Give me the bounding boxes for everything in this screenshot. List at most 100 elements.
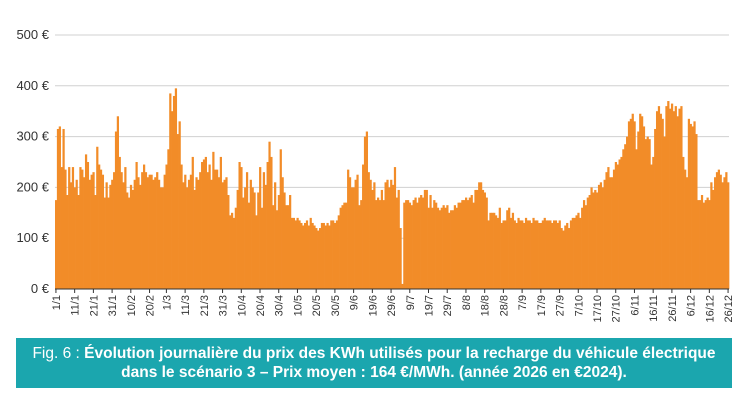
bar (680, 106, 683, 290)
bar (408, 202, 412, 289)
bar (431, 207, 434, 289)
bar (652, 156, 655, 289)
bar (277, 195, 281, 289)
bar (667, 101, 670, 289)
bar (311, 222, 314, 289)
bar (382, 200, 385, 289)
x-tick-label: 17/9 (536, 295, 548, 316)
x-tick-label: 27/9 (555, 295, 567, 316)
bar (232, 217, 236, 289)
bar (674, 106, 677, 290)
bar (79, 167, 82, 289)
bar (599, 182, 603, 289)
bar (94, 195, 97, 289)
bar (247, 202, 251, 289)
bar (609, 177, 612, 289)
bar (616, 164, 619, 289)
x-tick-label: 29/7 (442, 295, 454, 316)
bar (219, 156, 222, 289)
bar (77, 195, 80, 289)
bar (521, 220, 524, 289)
bar (390, 179, 393, 289)
bar (459, 202, 462, 289)
bar (612, 169, 616, 289)
bar (641, 116, 644, 289)
bar (289, 195, 292, 289)
bar (528, 220, 531, 289)
bar (538, 222, 541, 289)
bar (414, 197, 417, 289)
bar (624, 144, 627, 289)
bar (433, 200, 436, 289)
bar (328, 225, 331, 289)
bar (513, 220, 516, 289)
x-tick-label: 21/3 (199, 295, 211, 316)
bar (393, 167, 397, 289)
bar (332, 220, 335, 289)
bar (354, 179, 357, 289)
x-tick-label: 30/4 (274, 295, 286, 316)
bar (418, 197, 421, 289)
bar (251, 187, 254, 289)
bar (571, 217, 574, 289)
x-tick-label: 9/6 (349, 295, 361, 310)
bar (639, 113, 642, 290)
bar (532, 217, 535, 289)
bar (363, 136, 367, 289)
bar (141, 172, 144, 289)
bar (603, 179, 606, 289)
bar (259, 167, 262, 289)
bar (670, 103, 674, 289)
bar (287, 205, 290, 289)
bar (620, 156, 623, 289)
bar (116, 116, 120, 289)
bar (242, 197, 245, 289)
bar (60, 167, 63, 289)
bar (285, 205, 288, 289)
bar (279, 149, 282, 289)
bar (558, 220, 561, 289)
x-tick-label: 20/4 (255, 295, 267, 316)
bar (283, 192, 286, 289)
bar (493, 212, 496, 289)
bar (281, 177, 284, 289)
bar (298, 220, 301, 289)
bar (384, 182, 387, 289)
x-tick-label: 11/3 (180, 295, 192, 316)
y-tick-label: 400 € (16, 78, 49, 93)
bar (347, 169, 350, 289)
bar (534, 220, 537, 289)
bar (468, 197, 471, 289)
bar (614, 162, 618, 289)
bar (483, 192, 486, 289)
bar (255, 215, 258, 289)
bar (129, 184, 133, 289)
bar (597, 184, 601, 289)
bar (157, 179, 161, 289)
bar (268, 141, 271, 289)
bar (715, 172, 719, 289)
bar (392, 184, 395, 289)
bar (556, 222, 559, 289)
bar (596, 192, 599, 289)
bar (154, 177, 157, 289)
bar (156, 172, 159, 289)
bar (438, 210, 442, 289)
bar (330, 220, 333, 289)
bar (444, 207, 447, 289)
bar (290, 217, 294, 289)
bar (566, 222, 569, 289)
bar (474, 189, 477, 289)
bar (453, 205, 457, 289)
bar (648, 139, 651, 289)
bar (152, 179, 155, 289)
bar (584, 205, 588, 289)
bar (113, 172, 116, 289)
bar (476, 189, 479, 289)
bar (71, 167, 75, 289)
bar (702, 202, 706, 289)
bar (343, 202, 346, 289)
bar (723, 177, 726, 289)
bar (358, 205, 361, 289)
bar (577, 212, 580, 289)
